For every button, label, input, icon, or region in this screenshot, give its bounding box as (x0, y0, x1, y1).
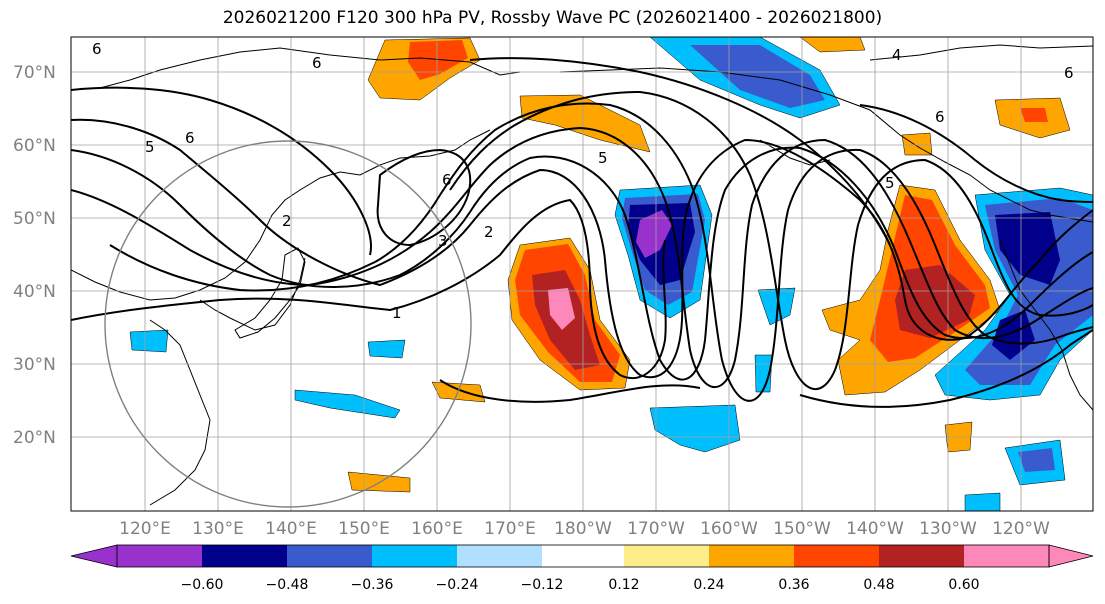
anomaly-blue-se2 (964, 492, 1001, 511)
colorbar-segment (372, 545, 457, 567)
lat-label: 70°N (13, 63, 56, 83)
pv-shading-layer (129, 37, 1093, 511)
contour-label: 3 (438, 232, 448, 250)
contour-label-layer: 1 2 3 2 4 5 5 5 6 6 6 6 6 6 (92, 40, 1074, 322)
graticule (71, 37, 1093, 511)
contour-label: 6 (185, 129, 195, 147)
pv-contour-6 (71, 86, 1093, 391)
colorbar-segment (794, 545, 879, 567)
colorbar-tick-label: 0.48 (863, 577, 894, 593)
contour-label: 5 (885, 174, 895, 192)
lon-label: 130°W (919, 519, 977, 539)
coast-asia (71, 47, 521, 506)
coastline-layer (71, 44, 1093, 506)
colorbar-segment (287, 545, 372, 567)
colorbar-tick-label: −0.24 (436, 577, 479, 593)
anomaly-blue-east (757, 287, 796, 326)
contour-label: 6 (1064, 64, 1074, 82)
anomaly-navy-ne (995, 212, 1060, 285)
lat-label: 50°N (13, 209, 56, 229)
colorbar-segment (457, 545, 542, 567)
lon-label: 120°W (992, 519, 1050, 539)
lat-label: 20°N (13, 428, 56, 448)
colorbar-segment (202, 545, 287, 567)
lon-label: 140°E (265, 519, 317, 539)
lon-label: 170°E (484, 519, 536, 539)
colorbar-tick-label: 0.12 (608, 577, 639, 593)
pv-contour-1 (71, 198, 667, 380)
lon-label: 180°W (554, 519, 612, 539)
anomaly-blue-west2 (367, 339, 406, 359)
lon-label: 160°E (411, 519, 463, 539)
colorbar-segment (117, 545, 202, 567)
colorbar-segment (624, 545, 709, 567)
colorbar-tick-label: 0.36 (778, 577, 809, 593)
colorbar-segment (542, 545, 624, 567)
pv-contour-8 (439, 57, 891, 403)
anomaly-pink-dateline (548, 288, 575, 330)
colorbar-tick-label: 0.60 (948, 577, 979, 593)
coast-namerica (869, 44, 1093, 411)
colorbar-segment (709, 545, 794, 567)
pv-contour-4 (71, 126, 1093, 389)
contour-label: 6 (935, 108, 945, 126)
contour-label: 2 (484, 223, 494, 241)
anomaly-red-alaska (1020, 108, 1048, 122)
colorbar-segment (964, 545, 1049, 567)
lon-label: 120°E (119, 519, 171, 539)
colorbar-extend-low (70, 544, 118, 568)
anomaly-blue-west1 (129, 329, 169, 353)
pv-contour-5 (109, 102, 1093, 402)
pv-contour-2 (71, 118, 1093, 378)
contour-label: 6 (312, 54, 322, 72)
anomaly-blue-se-inner (1018, 448, 1055, 472)
lat-label: 60°N (13, 136, 56, 156)
colorbar-tick-label: −0.60 (181, 577, 224, 593)
contour-label: 6 (92, 40, 102, 58)
map-title: 2026021200 F120 300 hPa PV, Rossby Wave … (222, 8, 883, 28)
contour-label: 1 (392, 304, 402, 322)
latitude-labels: 70°N 60°N 50°N 40°N 30°N 20°N (13, 63, 56, 448)
lon-label: 150°E (338, 519, 390, 539)
colorbar-segment (879, 545, 964, 567)
contour-label: 6 (442, 171, 452, 189)
colorbar-frame (116, 544, 1050, 568)
colorbar-tick-label: −0.48 (266, 577, 309, 593)
coast-japan (234, 247, 306, 339)
pv-contour-layer (71, 57, 1093, 408)
lon-label: 150°W (773, 519, 831, 539)
colorbar-extend-high (1048, 544, 1094, 568)
contour-label: 4 (892, 46, 902, 64)
colorbar-tick-label: −0.36 (351, 577, 394, 593)
anomaly-blue-hawaii (649, 404, 741, 453)
anomaly-navy-ne2 (992, 310, 1035, 360)
colorbar: −0.60 −0.48 −0.36 −0.24 −0.12 0.12 0.24 … (70, 544, 1094, 593)
lon-label: 160°W (700, 519, 758, 539)
pv-contour-7 (376, 148, 472, 247)
lat-label: 40°N (13, 282, 56, 302)
lon-label: 140°W (846, 519, 904, 539)
map-frame (70, 36, 1094, 512)
anomaly-purple-central (636, 210, 672, 258)
longitude-labels: 120°E 130°E 140°E 150°E 160°E 170°E 180°… (119, 519, 1050, 539)
anomaly-blue-west3 (294, 389, 401, 419)
colorbar-tick-label: −0.12 (521, 577, 564, 593)
anomaly-red-siberia (408, 40, 468, 80)
colorbar-tick-label: 0.24 (693, 577, 724, 593)
contour-label: 5 (145, 138, 155, 156)
contour-label: 5 (598, 149, 608, 167)
anomaly-orange-top (799, 37, 866, 53)
lon-label: 130°E (192, 519, 244, 539)
lat-label: 30°N (13, 355, 56, 375)
reference-circle (104, 140, 472, 508)
contour-label: 2 (282, 212, 292, 230)
lon-label: 170°W (627, 519, 685, 539)
pv-contour-9 (799, 104, 1093, 408)
